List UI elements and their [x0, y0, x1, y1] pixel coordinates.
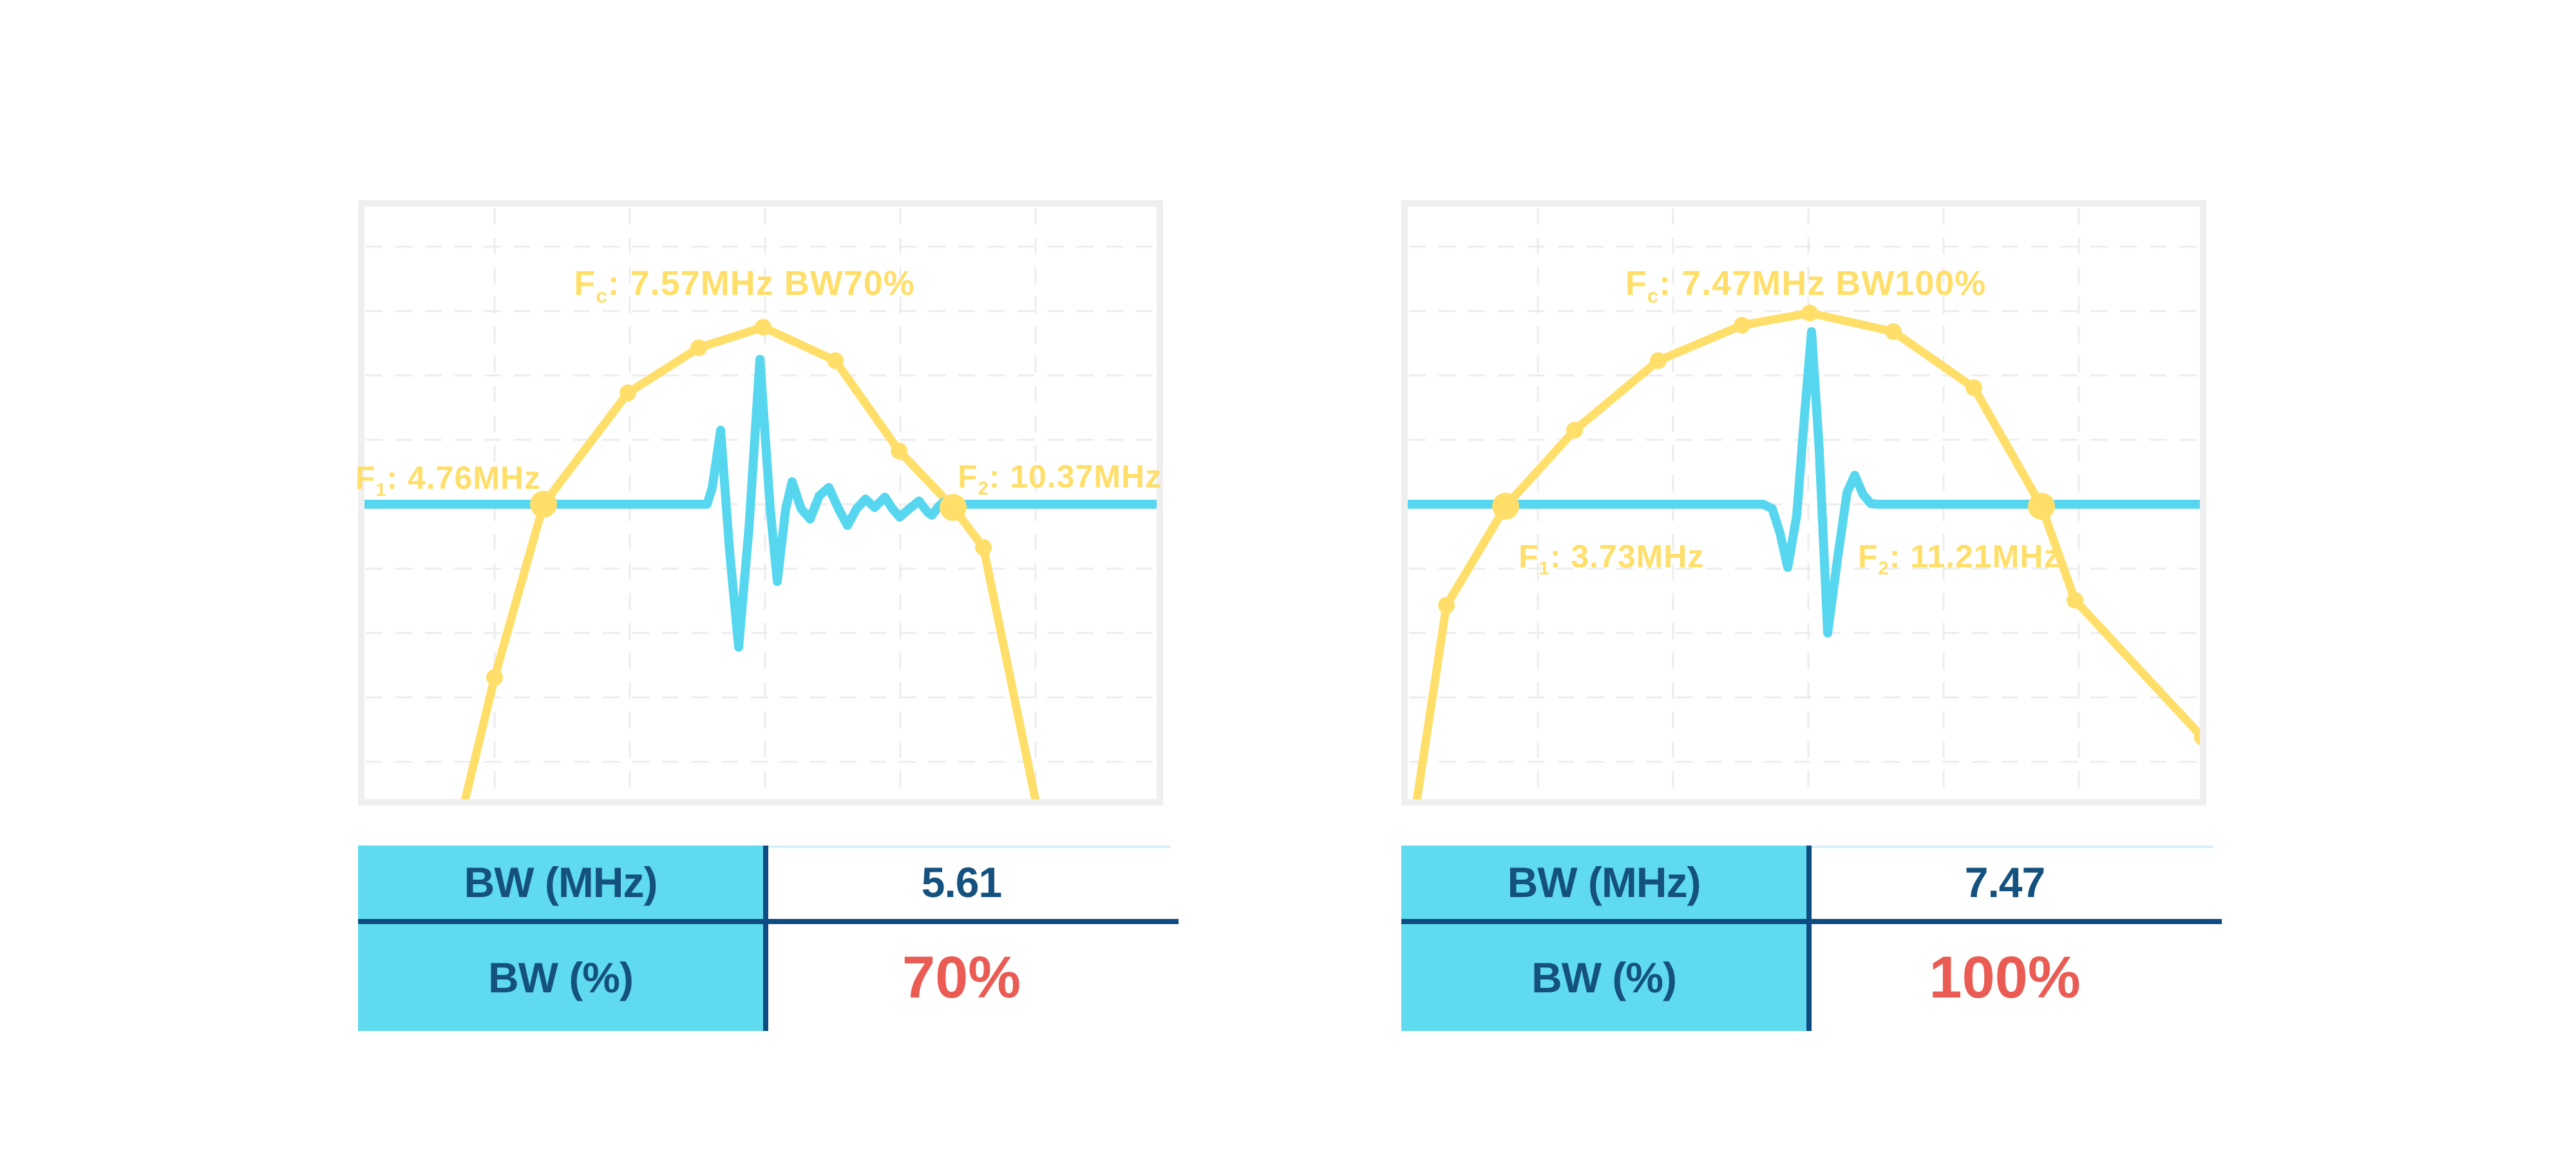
spectrum-chart-bw100: Fc: 7.47MHz BW100% F1: 3.73MHz F2: 11.21…	[1401, 200, 2206, 806]
table-header-column	[1401, 846, 1808, 1031]
bw-percent-value: 70%	[902, 944, 1021, 1010]
table-header-column	[358, 846, 765, 1031]
table-column-divider	[763, 846, 768, 1031]
f1-annotation: F1: 4.76MHz	[355, 460, 541, 500]
bw-mhz-value: 7.47	[1964, 858, 2045, 906]
chart-plot-area	[1401, 200, 2206, 806]
table-column-divider	[1806, 846, 1812, 1031]
bw-percent-value: 100%	[1929, 944, 2081, 1010]
table-row-divider	[358, 919, 1179, 924]
bandwidth-table-right: BW (MHz) BW (%) 7.47 100%	[1401, 846, 2222, 1031]
table-row-divider	[1401, 919, 2222, 924]
f2-annotation: F2: 10.37MHz	[958, 459, 1162, 499]
bw-mhz-value: 5.61	[921, 858, 1002, 906]
chart-title: Fc: 7.57MHz BW70%	[574, 264, 915, 307]
table-top-border	[768, 846, 1170, 848]
table-row-label: BW (%)	[488, 954, 634, 1001]
f1-annotation: F1: 3.73MHz	[1519, 538, 1705, 579]
table-top-border	[1812, 846, 2213, 848]
table-row-label: BW (MHz)	[464, 858, 658, 906]
f2-annotation: F2: 11.21MHz	[1858, 538, 2061, 579]
chart-plot-area	[358, 200, 1163, 806]
chart-title: Fc: 7.47MHz BW100%	[1625, 264, 1987, 307]
table-row-label: BW (%)	[1531, 954, 1677, 1001]
bandwidth-table-left: BW (MHz) BW (%) 5.61 70%	[358, 846, 1179, 1031]
spectrum-chart-bw70: Fc: 7.57MHz BW70% F1: 4.76MHz F2: 10.37M…	[355, 200, 1163, 806]
table-row-label: BW (MHz)	[1507, 858, 1701, 906]
